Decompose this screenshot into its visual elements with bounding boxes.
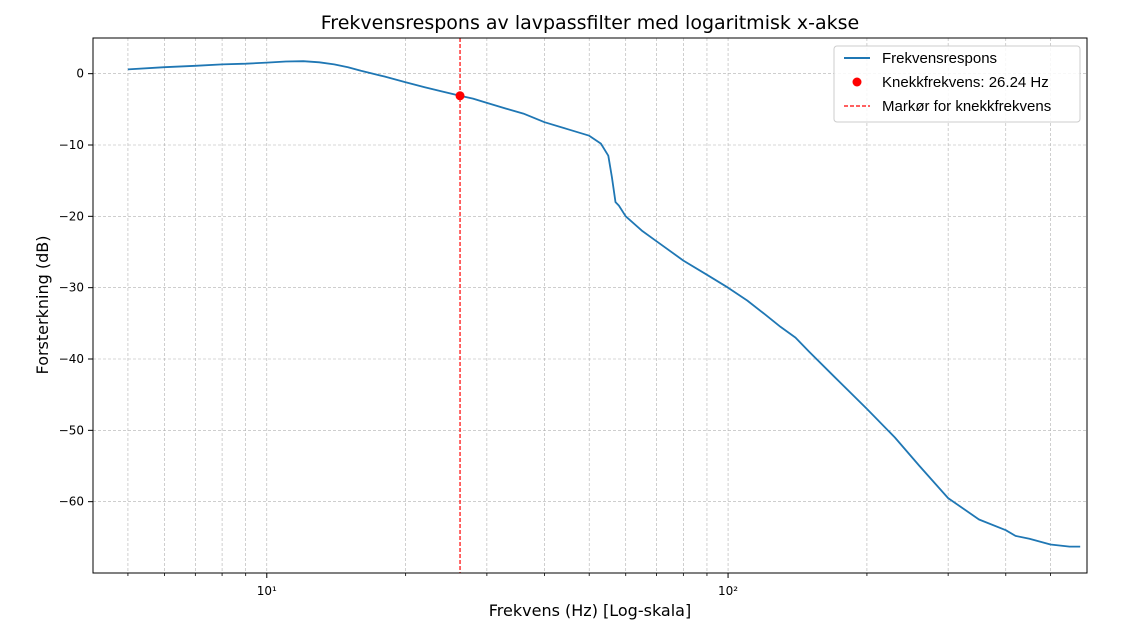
grid-lines: [93, 38, 1087, 573]
y-tick-label: 0: [76, 67, 84, 81]
legend-entry-cutoff: Knekkfrekvens: 26.24 Hz: [882, 74, 1049, 91]
cutoff-point: [455, 91, 465, 101]
y-tick-label: −40: [59, 352, 84, 366]
y-tick-label: −30: [59, 281, 84, 295]
legend-box: [833, 45, 1081, 123]
axis-ticks: 0 −10 −20 −30 −40 −50 −60 10¹ 10²: [59, 67, 1051, 598]
plot-series: [127, 38, 1081, 573]
x-tick-label: 10¹: [257, 584, 277, 598]
legend-entry-marker: Markør for knekkfrekvens: [882, 98, 1051, 115]
x-tick-label: 10²: [718, 584, 738, 598]
plot-frame: [92, 37, 1088, 574]
y-tick-label: −50: [59, 423, 84, 437]
legend: Frekvensrespons Knekkfrekvens: 26.24 Hz …: [833, 45, 1081, 123]
y-axis-label: Forsterkning (dB): [33, 236, 52, 375]
y-tick-label: −10: [59, 138, 84, 152]
response-curve: [127, 60, 1081, 548]
x-axis-label: Frekvens (Hz) [Log-skala]: [489, 601, 691, 620]
legend-entry-response: Frekvensrespons: [882, 50, 997, 67]
y-tick-label: −20: [59, 209, 84, 223]
legend-point-swatch: [852, 77, 862, 87]
chart-title: Frekvensrespons av lavpassfilter med log…: [321, 12, 860, 34]
y-tick-label: −60: [59, 495, 84, 509]
